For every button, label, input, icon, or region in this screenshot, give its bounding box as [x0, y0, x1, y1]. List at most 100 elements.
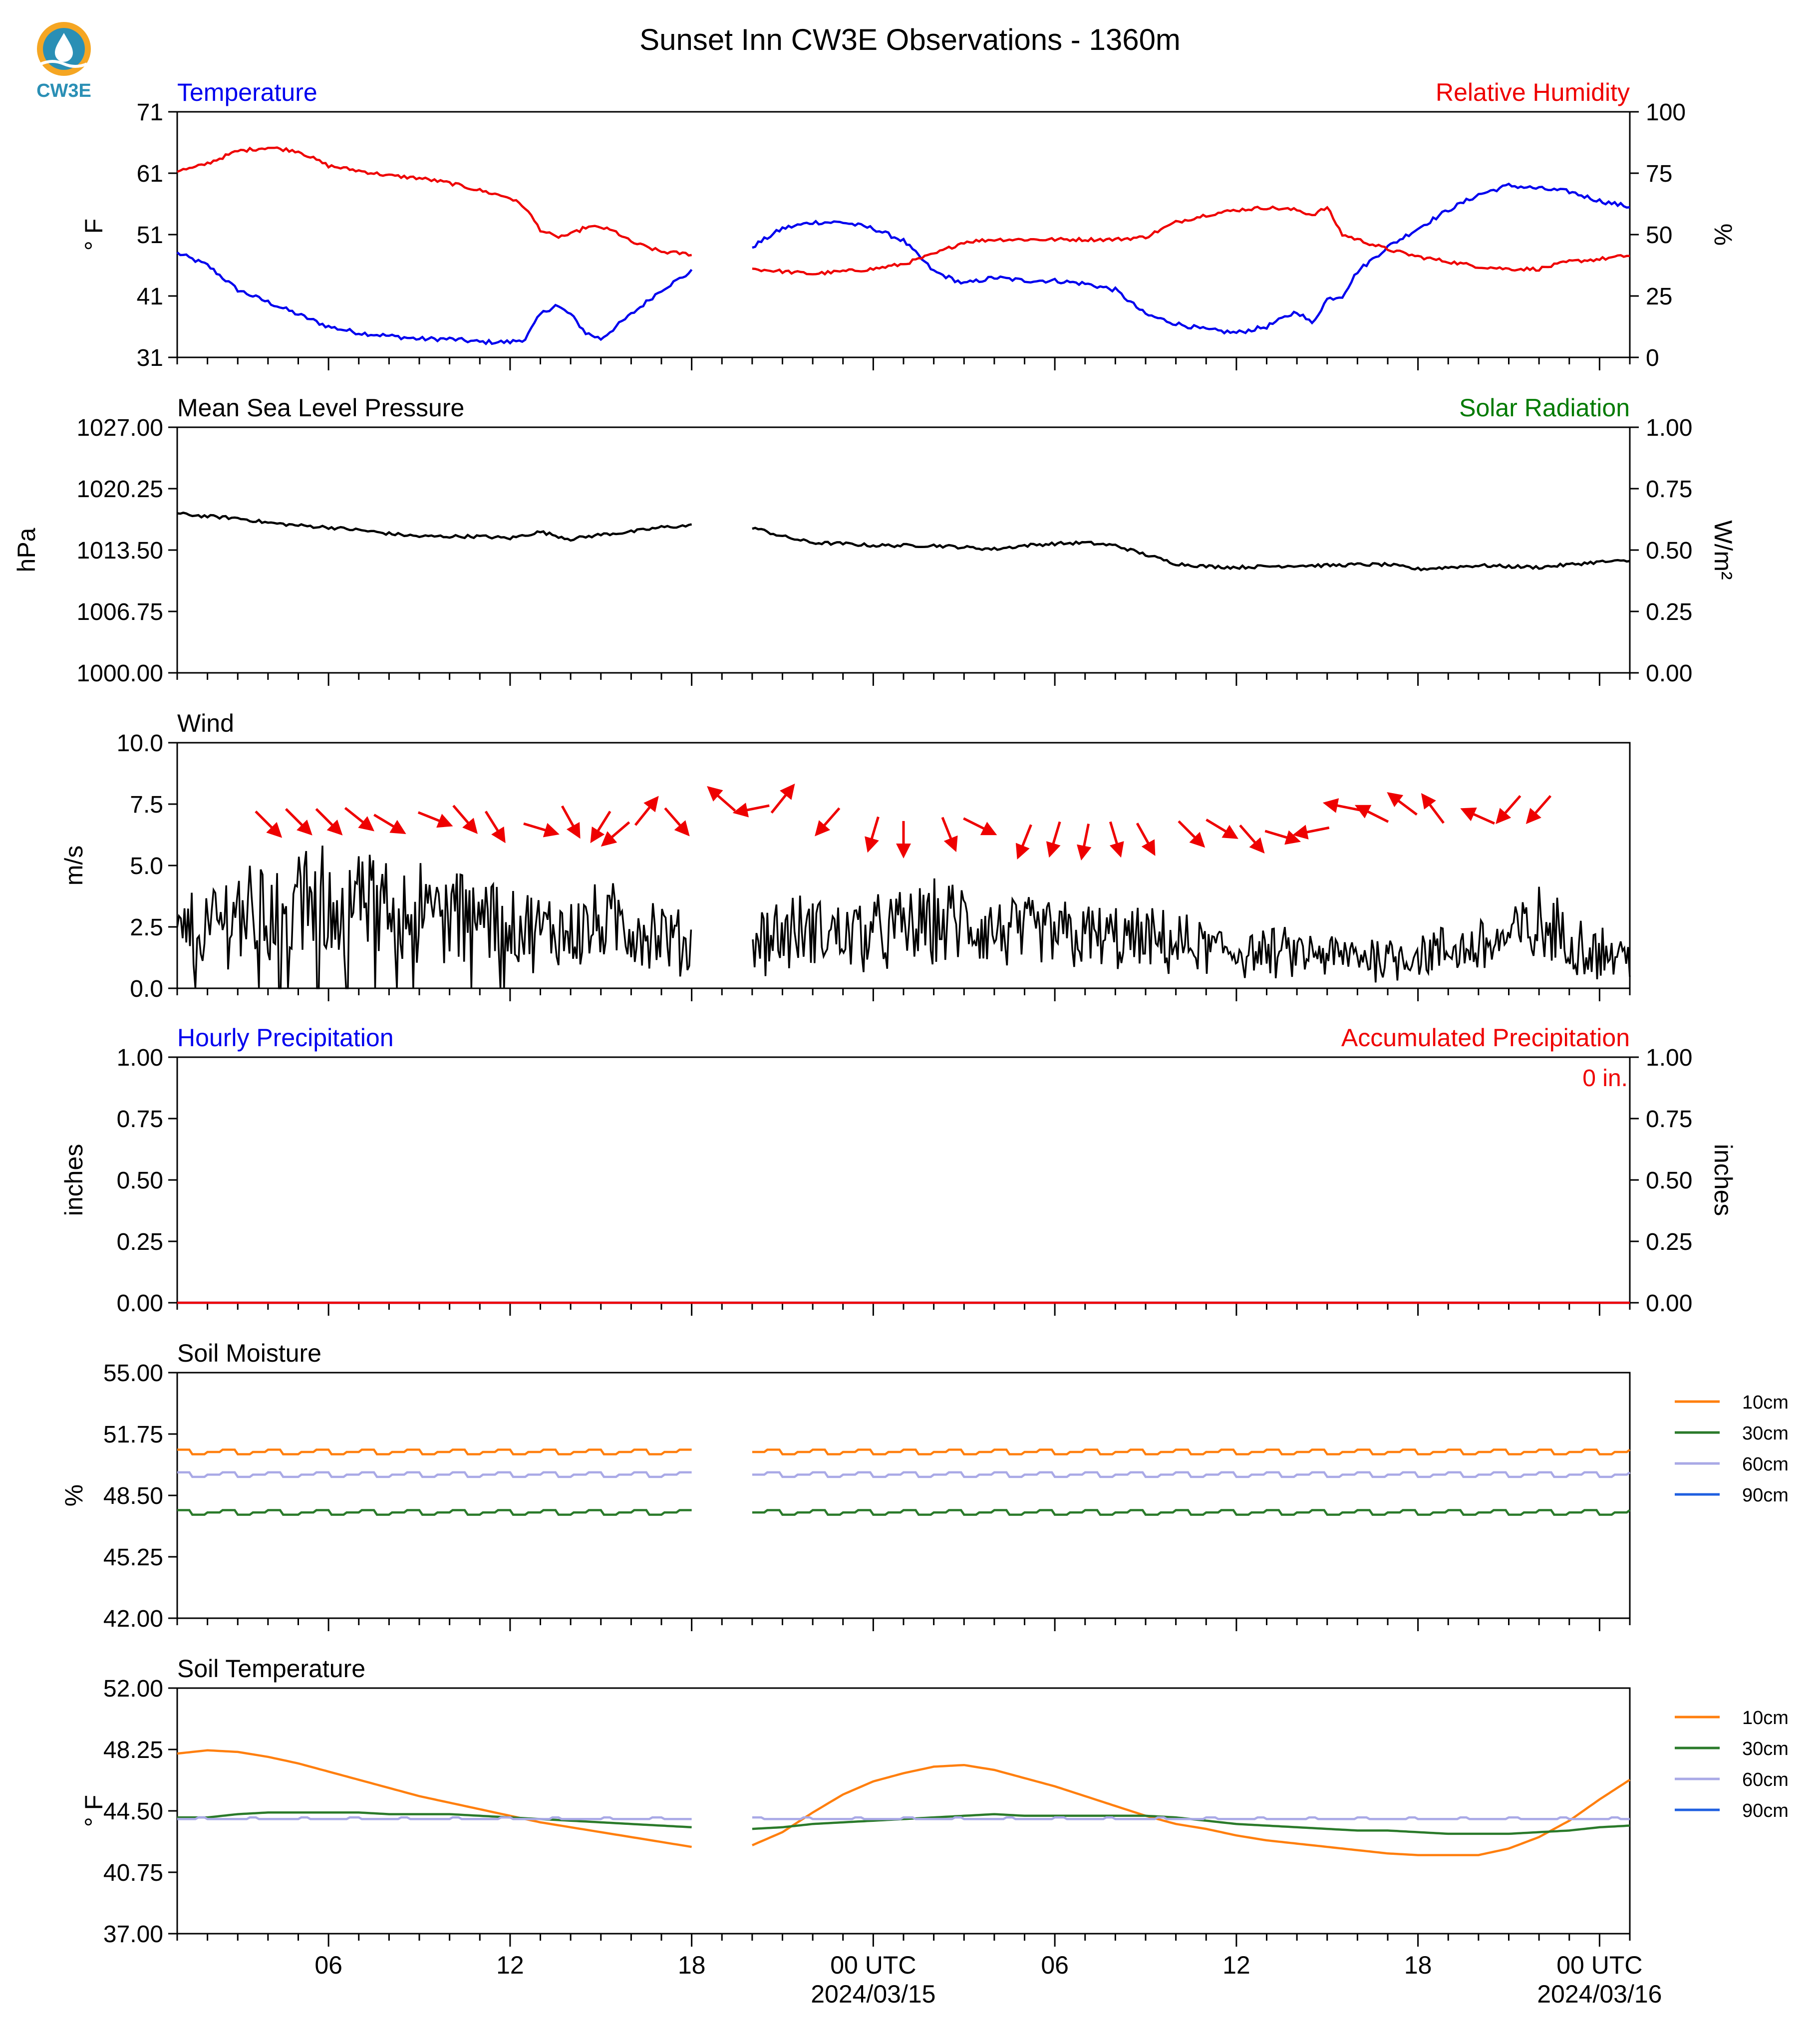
wind-arrow	[770, 783, 795, 814]
y-tick-label: 48.50	[103, 1483, 163, 1509]
panel-left-title: Temperature	[177, 78, 317, 106]
wind-arrow	[865, 816, 880, 853]
wind-arrow	[561, 805, 581, 839]
wind-arrow	[1178, 820, 1206, 848]
y-axis-label: ° F	[80, 1795, 108, 1827]
y-right-tick-label: 1.00	[1646, 415, 1692, 441]
wind-arrow	[1264, 830, 1301, 845]
y-right-axis-label: inches	[1709, 1144, 1737, 1216]
x-tick-label: 18	[678, 1951, 706, 1979]
series-line-wind	[176, 846, 692, 989]
x-tick-label: 18	[1404, 1951, 1432, 1979]
panel-frame	[176, 1687, 1631, 1935]
y-right-tick-label: 0.75	[1646, 476, 1692, 503]
legend-label: 30cm	[1742, 1423, 1789, 1444]
series-line-temperature	[176, 251, 693, 345]
series-line-60cm	[177, 1471, 692, 1478]
x-tick-label: 12	[1222, 1951, 1250, 1979]
y-tick-label: 1013.50	[76, 538, 163, 564]
legend-label: 90cm	[1742, 1800, 1789, 1821]
wind-arrow	[1206, 819, 1238, 839]
x-tick-label: 06	[1041, 1951, 1069, 1979]
y-tick-label: 61	[137, 161, 163, 187]
wind-arrow	[707, 786, 736, 812]
y-tick-label: 51	[137, 222, 163, 249]
panel-left-title: Hourly Precipitation	[177, 1024, 394, 1052]
y-tick-label: 1000.00	[76, 660, 163, 687]
x-tick-label: 12	[496, 1951, 524, 1979]
wind-arrow	[1460, 807, 1495, 825]
legend-label: 10cm	[1742, 1392, 1789, 1413]
y-tick-label: 42.00	[103, 1606, 163, 1632]
panel-frame	[176, 1372, 1631, 1619]
y-tick-label: 2.5	[130, 914, 163, 941]
y-axis-label: ° F	[80, 219, 108, 251]
y-tick-label: 1027.00	[76, 415, 163, 441]
y-tick-label: 52.00	[103, 1676, 163, 1702]
y-right-tick-label: 0.25	[1646, 1229, 1692, 1255]
y-right-tick-label: 75	[1646, 161, 1672, 187]
wind-arrow	[1525, 795, 1552, 824]
panel-left-title: Mean Sea Level Pressure	[177, 394, 464, 422]
panel-left-title: Soil Temperature	[177, 1655, 365, 1683]
y-tick-label: 31	[137, 345, 163, 371]
accumulated-precip-annotation: 0 in.	[1582, 1065, 1628, 1092]
wind-arrow	[1387, 792, 1418, 816]
panel-right-title: Solar Radiation	[1459, 394, 1630, 422]
series-line-30cm	[752, 1509, 1631, 1516]
y-axis-label: %	[60, 1484, 88, 1506]
y-tick-label: 7.5	[130, 792, 163, 818]
wind-arrow	[1354, 805, 1389, 823]
wind-arrow	[634, 796, 659, 826]
wind-arrow	[1292, 825, 1330, 840]
y-right-axis-label: W/m²	[1709, 520, 1737, 579]
y-tick-label: 40.75	[103, 1860, 163, 1886]
wind-arrow	[1496, 795, 1521, 824]
y-right-axis-label: %	[1709, 224, 1737, 246]
y-right-tick-label: 1.00	[1646, 1045, 1692, 1071]
series-line-mean-sea-level-pressure	[752, 527, 1630, 572]
wind-arrow	[590, 811, 611, 844]
y-right-tick-label: 0.50	[1646, 1167, 1692, 1194]
wind-arrow	[285, 808, 312, 836]
series-line-30cm	[177, 1509, 692, 1516]
series-line-10cm	[177, 1449, 692, 1455]
y-right-tick-label: 0	[1646, 345, 1659, 371]
legend-label: 60cm	[1742, 1454, 1789, 1475]
series-line-mean-sea-level-pressure	[177, 511, 692, 542]
y-right-tick-label: 0.00	[1646, 660, 1692, 687]
x-tick-label: 00 UTC	[1556, 1951, 1642, 1979]
y-tick-label: 1020.25	[76, 476, 163, 503]
series-line-60cm	[752, 1471, 1631, 1478]
panel-right-title: Relative Humidity	[1436, 78, 1630, 106]
panel-left-title: Soil Moisture	[177, 1339, 321, 1367]
wind-arrow	[1136, 823, 1156, 856]
panel-2: Wind 0.0 2.5 5.0 7.5 10.0 m/s	[60, 709, 1631, 1002]
y-tick-label: 37.00	[103, 1921, 163, 1948]
panel-3: Hourly Precipitation Accumulated Precipit…	[60, 1024, 1737, 1317]
wind-arrow	[732, 803, 770, 818]
wind-arrow	[941, 817, 958, 853]
wind-arrow	[315, 808, 343, 836]
y-tick-label: 41	[137, 284, 163, 310]
y-tick-label: 71	[137, 99, 163, 126]
x-tick-label: 06	[314, 1951, 342, 1979]
wind-arrow	[1239, 824, 1265, 854]
y-tick-label: 55.00	[103, 1360, 163, 1387]
y-right-tick-label: 0.50	[1646, 538, 1692, 564]
panel-4: Soil Moisture 42.00 45.25 48.50 51.75 55.00% 1…	[60, 1339, 1789, 1632]
legend-label: 30cm	[1742, 1738, 1789, 1759]
panel-5: Soil Temperature 37.00 40.75 44.50 48.25 52.0…	[80, 1655, 1789, 1948]
wind-arrow	[1077, 823, 1092, 861]
logo-wave-icon	[40, 60, 88, 68]
wind-arrow	[452, 805, 478, 834]
series-line-wind	[752, 878, 1631, 983]
y-tick-label: 0.50	[117, 1167, 163, 1194]
series-line-30cm	[177, 1811, 692, 1829]
wind-arrow	[1015, 824, 1032, 860]
wind-arrow	[601, 821, 630, 847]
y-tick-label: 45.25	[103, 1544, 163, 1571]
y-tick-label: 0.00	[117, 1290, 163, 1317]
